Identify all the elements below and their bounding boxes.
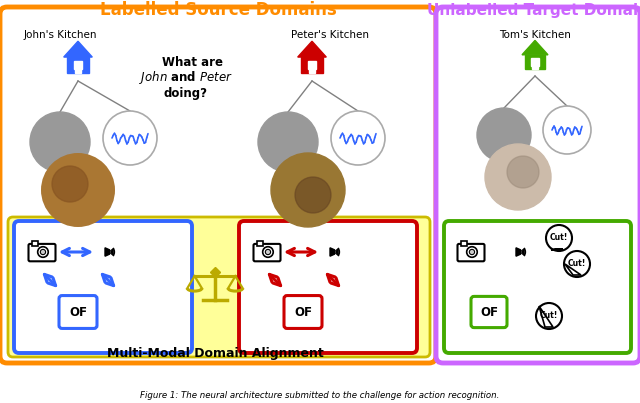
Bar	[301, 57, 323, 73]
Text: OF: OF	[294, 305, 312, 318]
Text: $\mathit{John}$ and $\mathit{Peter}$: $\mathit{John}$ and $\mathit{Peter}$	[139, 69, 233, 87]
Circle shape	[477, 108, 531, 162]
Text: Tom's Kitchen: Tom's Kitchen	[499, 30, 571, 40]
Bar	[32, 241, 38, 246]
Bar	[532, 62, 538, 69]
Text: Cut!: Cut!	[550, 233, 568, 241]
Bar	[75, 64, 81, 73]
FancyBboxPatch shape	[458, 244, 484, 261]
Circle shape	[271, 153, 345, 227]
FancyBboxPatch shape	[436, 7, 640, 363]
FancyBboxPatch shape	[8, 217, 430, 357]
FancyBboxPatch shape	[471, 296, 507, 328]
Polygon shape	[516, 248, 520, 256]
Text: Peter's Kitchen: Peter's Kitchen	[291, 30, 369, 40]
Bar	[257, 241, 264, 246]
Text: OF: OF	[480, 305, 498, 318]
Circle shape	[485, 144, 551, 210]
Circle shape	[507, 156, 539, 188]
Polygon shape	[298, 41, 326, 57]
Text: OF: OF	[69, 305, 87, 318]
Circle shape	[295, 177, 331, 213]
FancyBboxPatch shape	[253, 244, 280, 261]
Text: Cut!: Cut!	[540, 310, 558, 320]
Text: Labelled Source Domains: Labelled Source Domains	[100, 1, 337, 19]
Text: doing?: doing?	[164, 87, 208, 100]
Circle shape	[262, 247, 273, 257]
Circle shape	[546, 225, 572, 251]
Bar	[525, 55, 545, 69]
Polygon shape	[539, 306, 553, 327]
Circle shape	[38, 247, 48, 257]
Bar	[74, 61, 82, 69]
FancyBboxPatch shape	[444, 221, 631, 353]
Circle shape	[41, 153, 115, 227]
Circle shape	[467, 247, 477, 257]
Polygon shape	[64, 41, 92, 57]
Circle shape	[40, 249, 45, 255]
Bar	[309, 64, 315, 73]
Text: Figure 1: The neural architecture submitted to the challenge for action recognit: Figure 1: The neural architecture submit…	[140, 391, 500, 401]
Circle shape	[564, 251, 590, 277]
Polygon shape	[551, 249, 563, 250]
Polygon shape	[105, 248, 109, 256]
Circle shape	[469, 249, 475, 255]
Text: Multi-Modal Domain Alignment: Multi-Modal Domain Alignment	[107, 347, 323, 361]
FancyBboxPatch shape	[29, 244, 56, 261]
FancyBboxPatch shape	[239, 221, 417, 353]
FancyBboxPatch shape	[14, 221, 192, 353]
FancyBboxPatch shape	[0, 7, 436, 363]
FancyBboxPatch shape	[284, 295, 322, 328]
Text: What are: What are	[161, 56, 223, 69]
FancyBboxPatch shape	[59, 295, 97, 328]
Circle shape	[258, 112, 318, 172]
Circle shape	[103, 111, 157, 165]
Circle shape	[543, 106, 591, 154]
Circle shape	[331, 111, 385, 165]
Bar	[531, 58, 539, 66]
Circle shape	[266, 249, 271, 255]
Circle shape	[30, 112, 90, 172]
Polygon shape	[565, 264, 581, 275]
Circle shape	[536, 303, 562, 329]
Text: John's Kitchen: John's Kitchen	[23, 30, 97, 40]
Circle shape	[52, 166, 88, 202]
Polygon shape	[522, 40, 548, 55]
Bar	[308, 61, 316, 69]
Text: Cut!: Cut!	[568, 258, 586, 268]
Polygon shape	[330, 248, 335, 256]
Bar	[67, 57, 89, 73]
Text: Unlabelled Target Domain: Unlabelled Target Domain	[427, 2, 640, 17]
Bar	[461, 241, 467, 246]
